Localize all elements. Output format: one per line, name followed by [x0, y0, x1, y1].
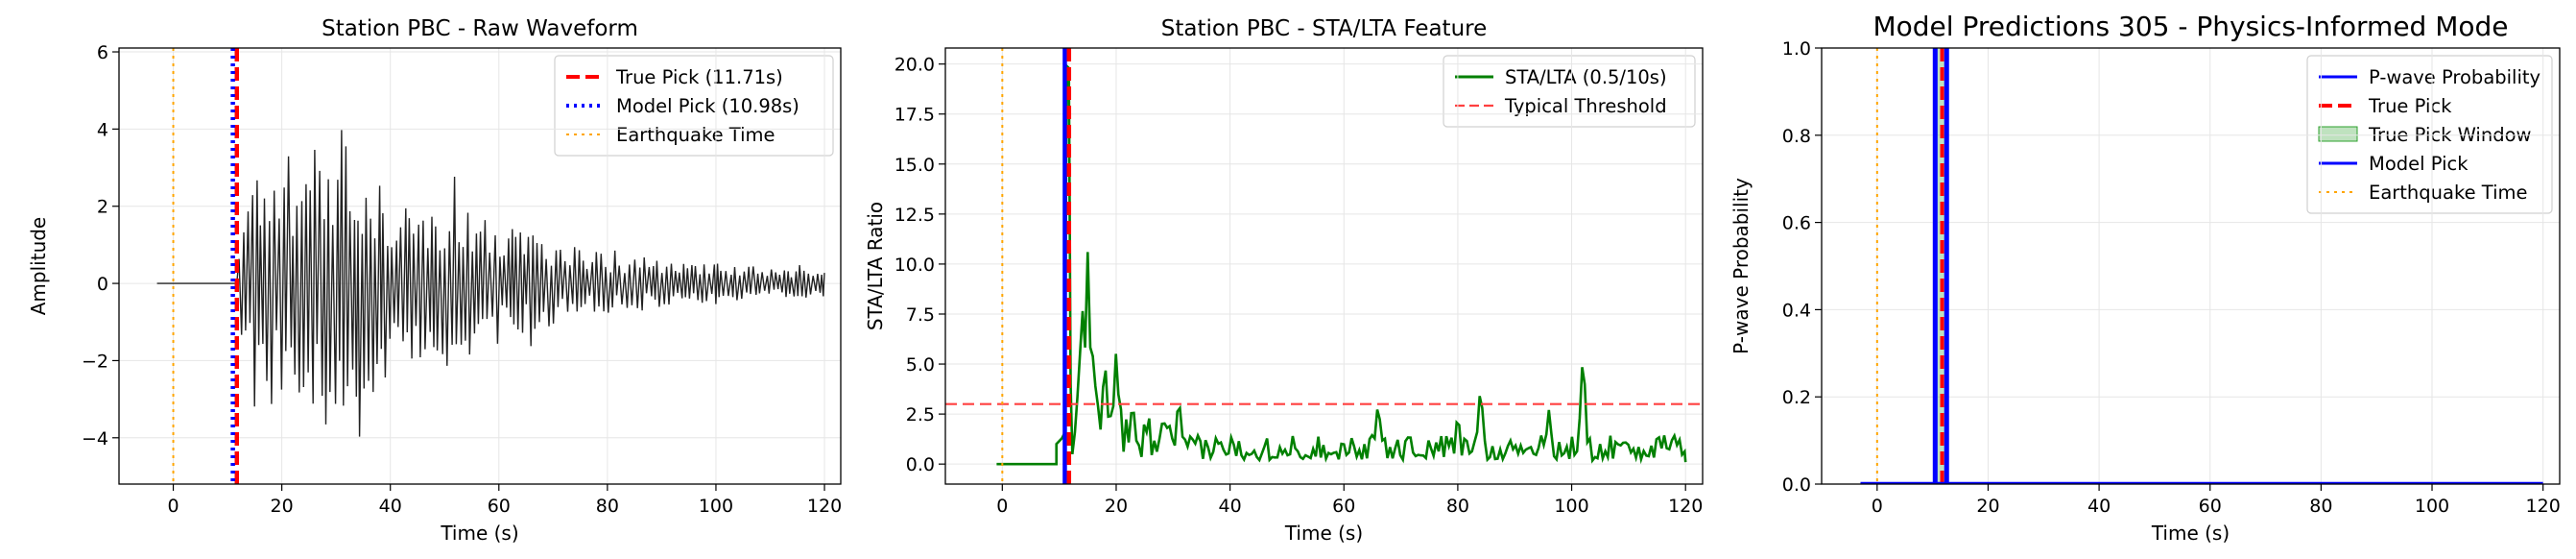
x-tick-label: 120: [2526, 496, 2561, 517]
x-tick-label: 20: [1105, 496, 1128, 517]
legend-handle: [2318, 126, 2358, 142]
legend-model-pick-2: Model Pick: [2369, 153, 2469, 175]
plot-frame: [118, 47, 842, 485]
stalta-panel: STA/LTA (0.5/10s) Typical Threshold 0 20 40…: [864, 16, 1704, 545]
y-tick-label: 0.2: [1782, 387, 1811, 408]
y-tick-label: 0.6: [1782, 213, 1811, 234]
x-tick-label: 60: [2199, 496, 2222, 517]
y-tick-label: 6: [97, 42, 108, 63]
x-tick-label: 120: [1668, 496, 1703, 517]
y-tick-label: 0: [97, 274, 108, 295]
x-tick-label: 40: [2087, 496, 2111, 517]
predictions-title: Model Predictions 305 - Physics-Informed…: [1872, 11, 2508, 42]
x-tick-label: 100: [699, 496, 733, 517]
legend-pwave-probability: P-wave Probability: [2369, 66, 2540, 88]
x-tick-label: 40: [379, 496, 402, 517]
y-tick-label: 15.0: [894, 155, 935, 176]
x-tick-label: 80: [1446, 496, 1469, 517]
y-tick-label: 20.0: [894, 55, 935, 76]
x-tick-label: 0: [996, 496, 1008, 517]
legend-true-pick: True Pick (11.71s): [615, 66, 783, 88]
waveform-panel: True Pick (11.71s) Model Pick (10.98s) Ear…: [27, 16, 842, 545]
x-tick-label: 100: [1554, 496, 1588, 517]
x-tick-label: 100: [2415, 496, 2449, 517]
y-tick-label: 10.0: [894, 255, 935, 276]
predictions-ylabel: P-wave Probability: [1729, 178, 1753, 354]
y-tick-label: −4: [82, 428, 108, 450]
y-tick-label: 2.5: [906, 404, 935, 425]
legend-stalta: STA/LTA (0.5/10s): [1505, 66, 1667, 88]
legend-box: [2306, 55, 2553, 214]
x-tick-label: 20: [1976, 496, 1999, 517]
x-tick-label: 0: [1872, 496, 1883, 517]
legend-box: [554, 55, 834, 157]
y-tick-label: 7.5: [906, 304, 935, 326]
axes: 0 20 40 60 80 100 120 −4 −2 0 2 4 6: [82, 42, 842, 517]
y-tick-label: 0.0: [1782, 474, 1811, 496]
legend-box: [1443, 55, 1696, 128]
stalta-ylabel: STA/LTA Ratio: [864, 202, 887, 330]
y-tick-label: 2: [97, 197, 108, 218]
data-layer: [156, 48, 825, 484]
x-tick-label: 60: [488, 496, 511, 517]
x-tick-label: 80: [2309, 496, 2332, 517]
y-tick-label: 1.0: [1782, 38, 1811, 60]
waveform-line: [156, 130, 825, 437]
waveform-title: Station PBC - Raw Waveform: [322, 16, 638, 41]
waveform-legend: True Pick (11.71s) Model Pick (10.98s) Ear…: [554, 55, 834, 157]
plot-frame: [1821, 47, 2561, 485]
legend-earthquake-time: Earthquake Time: [616, 124, 775, 146]
x-tick-label: 60: [1332, 496, 1355, 517]
x-tick-label: 40: [1219, 496, 1242, 517]
legend-earthquake-time-2: Earthquake Time: [2369, 182, 2528, 204]
legend-threshold: Typical Threshold: [1504, 95, 1667, 117]
waveform-xlabel: Time (s): [440, 522, 518, 545]
y-tick-label: 5.0: [906, 354, 935, 376]
axes: 0 20 40 60 80 100 120 0.0 2.5 5.0 7.5 10.0 12.5 15.0 1…: [894, 55, 1704, 517]
data-layer: [1860, 48, 2543, 485]
y-tick-label: 17.5: [894, 105, 935, 126]
y-tick-label: 12.5: [894, 205, 935, 226]
waveform-ylabel: Amplitude: [27, 217, 50, 316]
x-tick-label: 0: [167, 496, 179, 517]
plot-frame: [944, 47, 1704, 485]
stalta-line: [996, 62, 1687, 466]
y-tick-label: 0.8: [1782, 126, 1811, 147]
legend-model-pick: Model Pick (10.98s): [616, 95, 799, 117]
stalta-legend: STA/LTA (0.5/10s) Typical Threshold: [1443, 55, 1696, 128]
y-tick-label: −2: [82, 351, 108, 372]
stalta-title: Station PBC - STA/LTA Feature: [1161, 16, 1488, 41]
x-tick-label: 20: [271, 496, 294, 517]
y-tick-label: 4: [97, 119, 108, 140]
axes: 0 20 40 60 80 100 120 0.0 0.2 0.4 0.6 0.8 1.0: [1782, 38, 2561, 517]
legend-true-pick-2: True Pick: [2368, 95, 2452, 117]
predictions-xlabel: Time (s): [2151, 522, 2230, 545]
stalta-xlabel: Time (s): [1284, 522, 1363, 545]
y-tick-label: 0.0: [906, 454, 935, 475]
x-tick-label: 120: [807, 496, 842, 517]
y-tick-label: 0.4: [1782, 300, 1811, 321]
x-tick-label: 80: [596, 496, 619, 517]
data-layer: [945, 48, 1703, 484]
